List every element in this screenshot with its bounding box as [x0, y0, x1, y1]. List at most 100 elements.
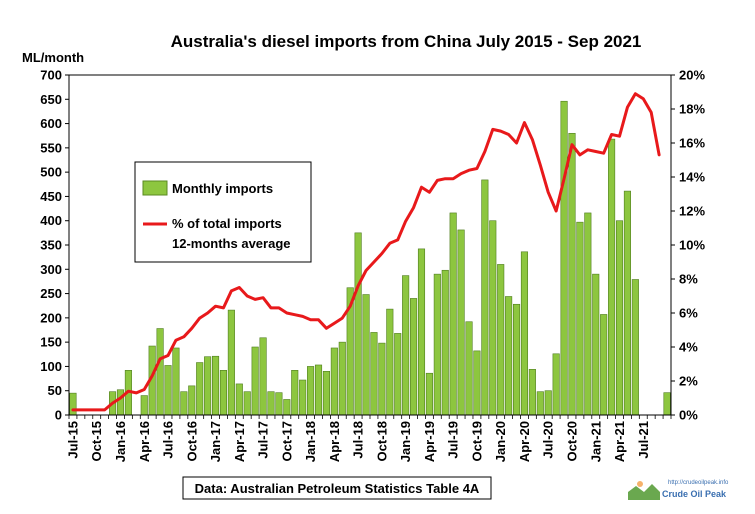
bar — [204, 356, 212, 416]
bar — [394, 333, 402, 416]
bar — [465, 321, 473, 416]
line-path — [71, 92, 661, 412]
y-tick-label: 150 — [40, 335, 62, 350]
source-note: Data: Australian Petroleum Statistics Ta… — [195, 481, 480, 496]
bar — [417, 248, 426, 416]
bar — [505, 296, 513, 416]
y-tick-label: 100 — [40, 359, 62, 374]
y2-tick-label: 10% — [679, 238, 705, 253]
bar — [172, 347, 180, 416]
bar — [116, 389, 125, 416]
bar — [481, 179, 489, 416]
y2-tick-label: 16% — [679, 136, 705, 151]
y-tick-label: 650 — [40, 92, 62, 107]
x-tick-label: Oct-15 — [89, 421, 104, 461]
bar — [615, 220, 624, 416]
bar — [536, 391, 544, 416]
x-tick-label: Jan-20 — [493, 421, 508, 462]
bar — [180, 391, 188, 416]
source-note-box — [182, 476, 492, 500]
y-axis-label: ML/month — [22, 50, 84, 65]
y-tick-label: 50 — [48, 383, 62, 398]
x-tick-label: Jan-19 — [398, 421, 413, 462]
x-tick-label: Oct-18 — [374, 421, 389, 461]
y-tick-label: 200 — [40, 310, 62, 325]
x-tick-label: Oct-19 — [469, 421, 484, 461]
bar — [370, 332, 378, 416]
crude-oil-peak-logo: http://crudeoilpeak.info Crude Oil Peak — [628, 480, 729, 500]
y-tick-label: 0 — [55, 408, 62, 423]
x-tick-label: Apr-20 — [517, 421, 532, 462]
logo-sun-icon — [637, 481, 643, 487]
legend-swatch-monthly-imports — [142, 180, 168, 196]
x-tick-label: Jul-16 — [161, 421, 176, 459]
y-tick-label: 250 — [40, 286, 62, 301]
x-tick-label: Jan-16 — [113, 421, 128, 462]
x-tick-label: Oct-20 — [564, 421, 579, 461]
bar-series-monthly-imports — [69, 100, 671, 416]
y2-tick-label: 20% — [679, 68, 705, 83]
bar — [410, 298, 418, 416]
y2-tick-label: 18% — [679, 102, 705, 117]
bar — [259, 337, 267, 416]
x-tick-label: Apr-16 — [137, 421, 152, 462]
line-series-share — [71, 92, 661, 412]
y-tick-label: 450 — [40, 189, 62, 204]
bar — [338, 341, 346, 416]
bar — [544, 390, 552, 416]
bar — [631, 279, 639, 416]
x-tick-label: Oct-16 — [184, 421, 199, 461]
bar — [267, 391, 275, 416]
y2-tick-label: 14% — [679, 170, 705, 185]
bar — [584, 212, 592, 416]
y2-tick-label: 8% — [679, 272, 698, 287]
bar — [235, 383, 243, 416]
bar — [243, 391, 251, 416]
bar — [188, 385, 196, 416]
y2-tick-label: 0% — [679, 408, 698, 423]
x-tick-label: Jul-18 — [351, 421, 366, 459]
x-tick-label: Oct-17 — [279, 421, 294, 461]
x-tick-label: Jul-19 — [446, 421, 461, 459]
bar — [600, 314, 608, 416]
logo-hills-icon — [628, 484, 660, 500]
bar — [362, 294, 370, 416]
bar — [576, 221, 584, 416]
right-axis-ticks: 0% 2% 4% 6% 8% 10% 12% 14% 16% 18% 20% — [671, 68, 705, 423]
y-tick-label: 300 — [40, 262, 62, 277]
x-tick-label: Jul-20 — [541, 421, 556, 459]
bar — [623, 190, 631, 416]
bar — [156, 328, 164, 416]
y-tick-label: 500 — [40, 165, 62, 180]
bar — [512, 303, 521, 416]
legend-label-monthly-imports: Monthly imports — [172, 181, 273, 196]
bar — [275, 392, 283, 416]
bar — [378, 342, 386, 416]
x-tick-label: Jan-18 — [303, 421, 318, 462]
x-tick-label: Jul-15 — [65, 421, 80, 459]
y-tick-label: 600 — [40, 116, 62, 131]
legend-box — [134, 161, 312, 263]
left-axis-ticks: 0 50 100 150 200 250 300 350 400 450 500 550 600 650 7… — [40, 68, 69, 423]
bar — [140, 395, 148, 416]
bar — [314, 364, 323, 416]
bar — [196, 362, 204, 416]
y2-tick-label: 12% — [679, 204, 705, 219]
y-tick-label: 700 — [40, 68, 62, 83]
bar — [322, 370, 330, 416]
bar — [497, 264, 505, 416]
legend: Monthly imports % of total imports 12-mo… — [134, 161, 312, 263]
bar — [663, 392, 671, 416]
bar — [330, 347, 338, 416]
bar — [402, 275, 410, 416]
bar — [552, 353, 560, 416]
bar — [560, 100, 568, 416]
bar — [457, 229, 465, 416]
y-tick-label: 400 — [40, 213, 62, 228]
x-tick-label: Jul-17 — [256, 421, 271, 459]
x-tick-label: Jan-17 — [208, 421, 223, 462]
bar — [473, 350, 481, 416]
bar — [592, 273, 600, 416]
chart-title: Australia's diesel imports from China Ju… — [171, 32, 642, 51]
x-tick-label: Jul-21 — [636, 421, 651, 459]
